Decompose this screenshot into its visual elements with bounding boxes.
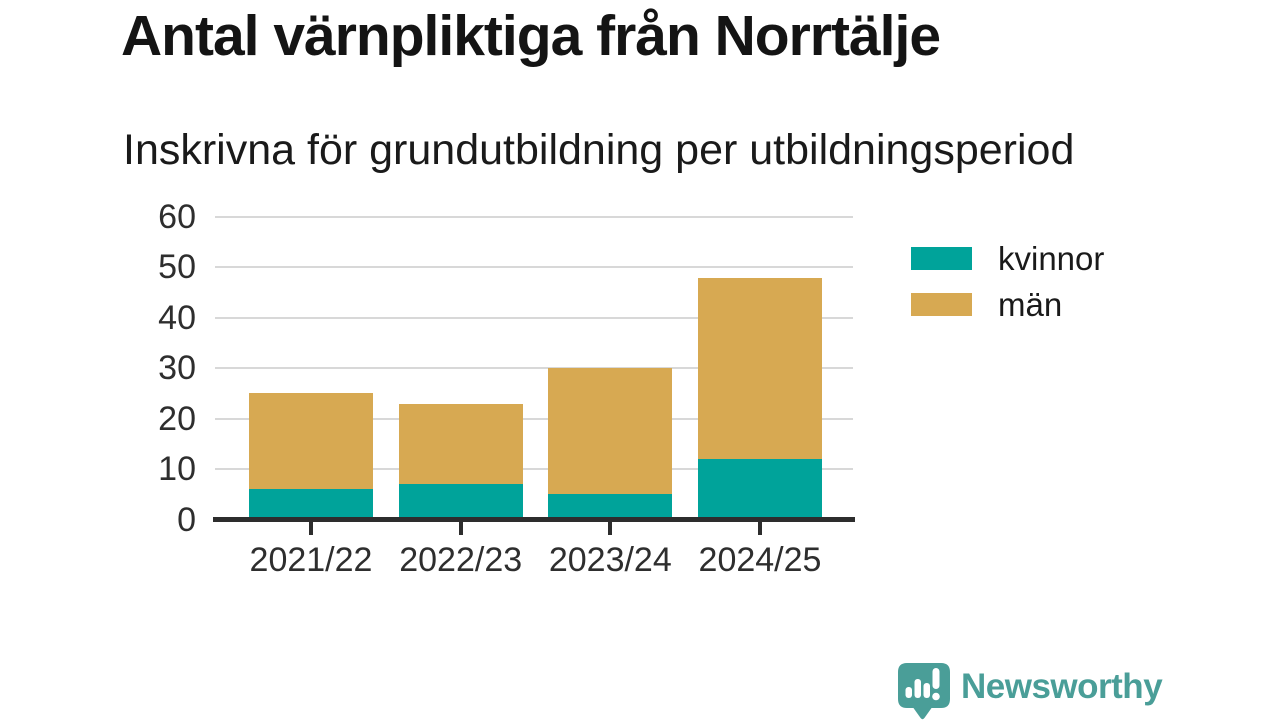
x-axis-label-2021/22: 2021/22 (249, 541, 373, 579)
x-axis-tick-2023/24 (608, 521, 613, 535)
x-axis-label-2024/25: 2024/25 (698, 541, 822, 579)
legend-item-man: män (911, 288, 1104, 321)
y-axis-label-60: 60 (158, 198, 196, 236)
x-axis-label-2023/24: 2023/24 (548, 541, 672, 579)
legend-swatch-man (911, 293, 972, 316)
gridline-10 (215, 468, 853, 471)
bar-segment-kvinnor-2022/23 (398, 484, 523, 520)
y-axis-label-10: 10 (158, 450, 196, 489)
legend-item-kvinnor: kvinnor (911, 242, 1104, 275)
bar-segment-kvinnor-2023/24 (548, 494, 673, 520)
gridline-30 (215, 367, 853, 370)
x-axis-tick-2024/25 (758, 521, 762, 535)
y-axis-label-40: 40 (158, 298, 196, 337)
x-axis-tick-2022/23 (458, 521, 463, 535)
newsworthy-branding: Newsworthy (897, 662, 1163, 720)
bar-segment-män-2023/24 (548, 368, 673, 495)
bar-segment-män-2022/23 (398, 403, 523, 485)
y-axis-label-50: 50 (158, 248, 196, 287)
gridline-20 (215, 417, 853, 420)
y-axis-label-20: 20 (158, 399, 196, 438)
gridline-40 (215, 316, 853, 319)
y-axis-label-30: 30 (158, 349, 196, 388)
legend-swatch-kvinnor (911, 247, 972, 270)
bar-segment-män-2021/22 (249, 393, 373, 490)
bar-segment-män-2024/25 (698, 277, 822, 459)
bar-segment-kvinnor-2021/22 (249, 489, 373, 520)
bar-segment-kvinnor-2024/25 (698, 459, 822, 520)
x-axis-line (213, 517, 855, 522)
bar-chart-speech-bubble-icon (898, 663, 950, 720)
legend: kvinnor män (911, 242, 1104, 339)
legend-label-man: män (998, 286, 1063, 323)
legend-label-kvinnor: kvinnor (998, 240, 1105, 277)
y-axis-label-0: 0 (177, 500, 196, 539)
chart-title: Antal värnpliktiga från Norrtälje (121, 4, 941, 68)
gridline-60 (215, 216, 853, 218)
newsworthy-logo-text: Newsworthy (961, 667, 1163, 706)
x-axis-tick-2021/22 (309, 521, 313, 535)
chart-subtitle: Inskrivna för grundutbildning per utbild… (123, 126, 1075, 174)
gridline-50 (215, 266, 853, 269)
x-axis-label-2022/23: 2022/23 (399, 541, 523, 579)
